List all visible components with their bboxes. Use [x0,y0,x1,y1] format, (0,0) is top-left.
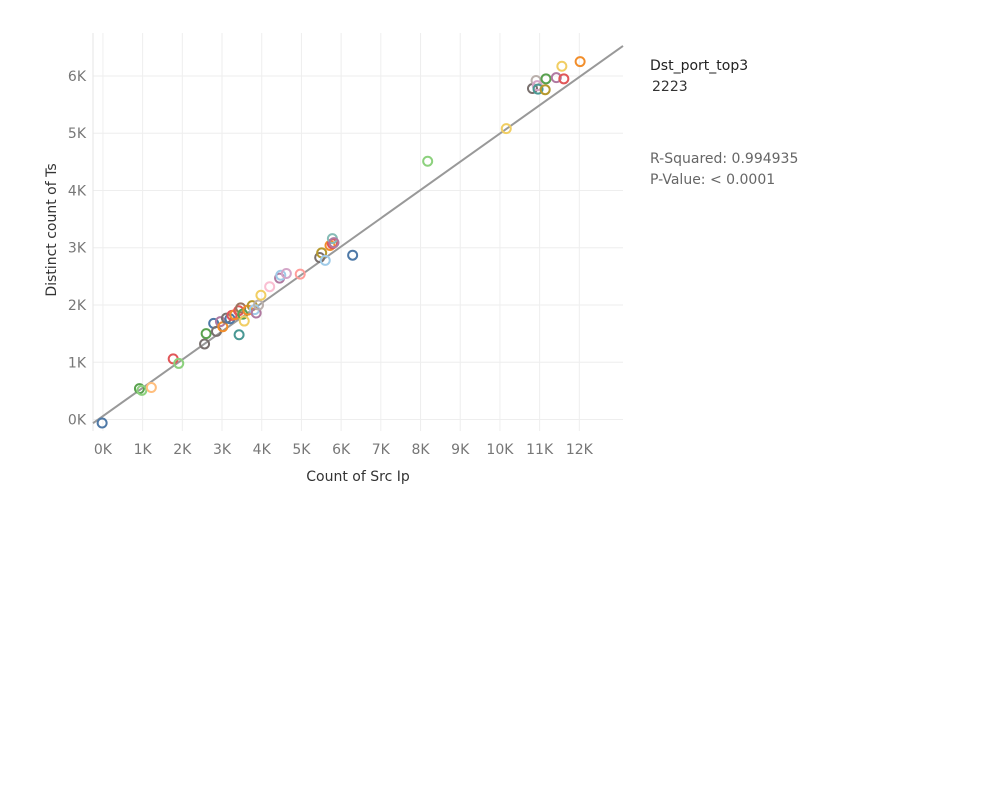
scatter-point[interactable] [319,254,331,266]
x-axis-ticks: 0K 1K 2K 3K 4K 5K 6K 7K 8K 9K 10K 11K 12K [94,442,594,458]
y-tick-label: 3K [68,241,87,257]
scatter-point[interactable] [532,83,544,95]
x-tick-label: 0K [94,442,113,458]
scatter-point[interactable] [253,299,265,311]
x-tick-label: 4K [253,442,272,458]
y-tick-label: 5K [68,126,87,142]
scatter-point[interactable] [540,73,552,85]
scatter-point[interactable] [574,56,586,68]
scatter-point[interactable] [264,281,276,293]
grid-lines [92,33,623,431]
scatter-point[interactable] [235,302,247,314]
trend-line [92,45,624,424]
x-tick-label: 8K [411,442,430,458]
scatter-point[interactable] [556,60,568,72]
x-tick-label: 6K [332,442,351,458]
p-value-label: P-Value: < 0.0001 [650,172,776,188]
x-tick-label: 5K [292,442,311,458]
x-tick-label: 1K [134,442,153,458]
legend-title: Dst_port_top3 [650,58,749,74]
scatter-point[interactable] [145,381,157,393]
x-tick-label: 10K [486,442,514,458]
x-tick-label: 9K [451,442,470,458]
scatter-point[interactable] [200,328,212,340]
y-tick-label: 2K [68,298,87,314]
scatter-point[interactable] [280,268,292,280]
data-points [96,56,586,429]
scatter-point[interactable] [422,155,434,167]
scatter-point[interactable] [173,357,185,369]
scatter-point[interactable] [255,289,267,301]
scatter-point[interactable] [96,417,108,429]
y-tick-label: 1K [68,355,87,371]
scatter-point[interactable] [136,384,148,396]
x-tick-label: 3K [213,442,232,458]
y-tick-label: 6K [68,69,87,85]
x-tick-label: 11K [526,442,554,458]
y-axis-ticks: 0K 1K 2K 3K 4K 5K 6K [68,69,87,429]
scatter-point[interactable] [328,237,340,249]
y-axis-title: Distinct count of Ts [44,163,60,296]
legend-value: 2223 [652,79,688,95]
x-axis-title: Count of Src Ip [306,469,410,485]
scatter-point[interactable] [550,72,562,84]
y-tick-label: 4K [68,183,87,199]
y-tick-label: 0K [68,413,87,429]
scatter-point[interactable] [558,73,570,85]
x-tick-label: 12K [566,442,594,458]
r-squared-label: R-Squared: 0.994935 [650,151,799,167]
scatter-point[interactable] [199,338,211,350]
scatter-point[interactable] [539,84,551,96]
scatter-point[interactable] [238,315,250,327]
scatter-point[interactable] [133,383,145,395]
x-tick-label: 7K [372,442,391,458]
scatter-point[interactable] [294,268,306,280]
trend-line-layer [92,45,624,424]
x-tick-label: 2K [173,442,192,458]
scatter-point[interactable] [233,329,245,341]
scatter-point[interactable] [347,249,359,261]
scatter-point[interactable] [500,123,512,135]
scatter-point[interactable] [275,269,287,281]
